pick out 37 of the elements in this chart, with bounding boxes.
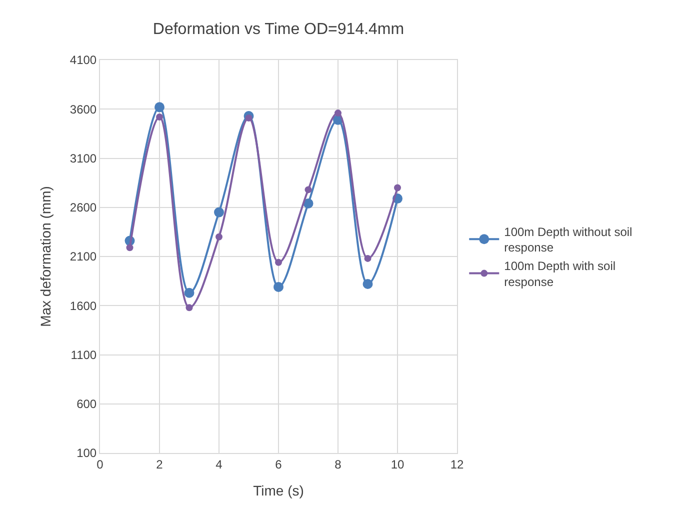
- x-tick-label: 10: [390, 457, 404, 472]
- x-tick-label: 2: [156, 457, 164, 472]
- point: [156, 113, 163, 120]
- x-tick-label: 4: [216, 457, 223, 472]
- point: [303, 198, 314, 208]
- x-tick-label: 12: [450, 457, 464, 472]
- point: [216, 233, 222, 240]
- y-tick-label: 2600: [70, 200, 97, 215]
- point: [364, 254, 372, 262]
- y-tick-label: 100: [76, 446, 97, 460]
- point: [245, 114, 252, 122]
- point: [186, 304, 193, 312]
- y-tick-label: 600: [76, 397, 97, 412]
- y-tick-label: 4100: [70, 53, 97, 68]
- x-tick-label: 8: [334, 457, 342, 472]
- point: [394, 184, 401, 192]
- point: [275, 258, 282, 266]
- x-tick-label: 6: [275, 457, 282, 472]
- y-tick-label: 2100: [70, 250, 97, 264]
- y-tick-label: 3100: [70, 151, 97, 166]
- point: [214, 207, 224, 218]
- point: [184, 288, 194, 298]
- x-axis-title: Time (s): [253, 482, 304, 499]
- y-tick-label: 1600: [70, 298, 97, 313]
- y-axis-title: Max deformation (mm): [37, 186, 54, 327]
- point: [362, 279, 373, 290]
- point: [274, 282, 284, 292]
- y-tick-label: 1100: [70, 348, 97, 362]
- point: [334, 110, 342, 117]
- chart-title: Deformation vs Time OD=914.4mm: [152, 21, 404, 38]
- point: [126, 244, 134, 252]
- point: [154, 102, 164, 112]
- y-tick-label: 3600: [70, 102, 97, 116]
- legend-label: 100m Depth with soil response: [504, 259, 616, 289]
- legend-label: 100m Depth without soil response: [504, 224, 632, 255]
- x-tick-label: 0: [96, 457, 104, 472]
- point: [304, 186, 312, 194]
